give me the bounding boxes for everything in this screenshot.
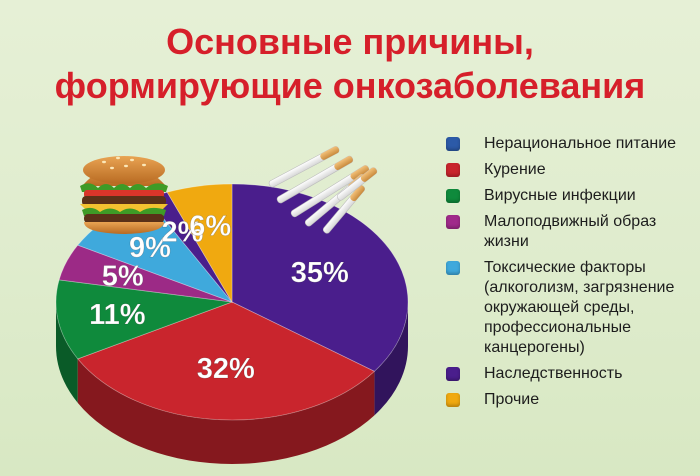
cigarettes-icon [268,146,378,234]
legend-item-heredity: Наследственность [446,364,696,384]
pie-tops [55,183,409,421]
pie-labels: 35% 32% 11% 5%9%2%6% [89,210,350,385]
title-line-2: формирующие онкозаболевания [54,65,646,106]
legend-label: Нерациональное питание [484,135,677,152]
legend-swatch [446,189,460,203]
slice-label-наследственность: 2% [162,217,204,249]
slice-label-нерациональное: 35% [291,257,349,289]
legend-label: Прочие [484,391,540,408]
slice-label-вирусные: 11% [89,299,146,331]
pie-side-нерациональное [374,302,408,416]
burger-icon [80,156,168,234]
pie-slice-вирусные [55,279,233,360]
pie-slice-курение [77,301,376,421]
legend-swatch [446,137,460,151]
legend-swatch [446,163,460,177]
pie-sides [56,302,408,464]
pie-slice-прочие [166,183,233,304]
pie-slice-малоподвижный [58,244,233,303]
legend-swatch [446,367,460,381]
legend-label: Наследственность [484,365,623,382]
slice-label-прочие: 6% [189,211,231,243]
slice-label-токсические: 9% [129,232,171,264]
legend-swatch [446,215,460,229]
pie-side-курение [77,358,375,464]
legend-label: Вирусные инфекции [484,187,636,204]
legend-item-nutrition: Нерациональное питание [446,134,696,154]
legend-swatch [446,261,460,275]
chart-legend: Нерациональное питание Курение Вирусные … [446,134,696,416]
legend-item-viral: Вирусные инфекции [446,186,696,206]
legend-label: Токсические факторы (алкоголизм, загрязн… [484,259,675,356]
slice-label-курение: 32% [197,353,255,385]
chart-title: Основные причины, формирующие онкозаболе… [30,20,670,108]
legend-label: Малоподвижный образ жизни [484,213,657,250]
legend-label: Курение [484,161,546,178]
legend-item-toxic: Токсические факторы (алкоголизм, загрязн… [446,258,696,358]
legend-item-sedentary: Малоподвижный образ жизни [446,212,696,252]
slice-label-малоподвижный: 5% [102,261,144,293]
pie-slice-нерациональное [231,183,409,372]
legend-item-smoking: Курение [446,160,696,180]
pie-side-вирусные [56,302,78,403]
legend-swatch [446,393,460,407]
legend-item-other: Прочие [446,390,696,410]
title-line-1: Основные причины, [166,21,534,62]
